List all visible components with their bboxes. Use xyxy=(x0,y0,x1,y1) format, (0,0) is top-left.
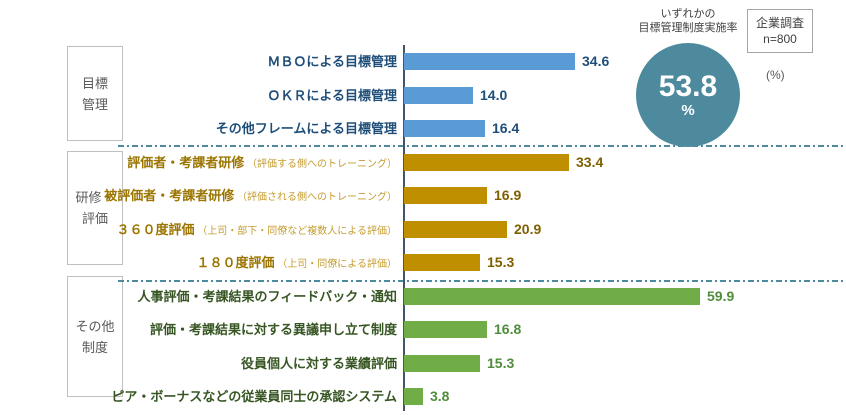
bar-value: 14.0 xyxy=(480,87,508,103)
bar-label-text: その他フレームによる目標管理 xyxy=(215,121,397,136)
bar xyxy=(404,388,423,405)
bar-value: 20.9 xyxy=(514,221,542,237)
bar xyxy=(404,120,485,137)
bar xyxy=(404,187,487,204)
bar-value: 59.9 xyxy=(707,288,735,304)
bar-row: 評価・考課結果に対する異議申し立て制度 16.8 xyxy=(0,321,846,338)
bar-label-text: １８０度評価 xyxy=(196,255,275,270)
bar-label: その他フレームによる目標管理 xyxy=(216,120,397,137)
bar-value: 16.9 xyxy=(494,187,522,203)
group-separator-line xyxy=(118,145,846,147)
bar-value: 16.4 xyxy=(492,120,520,136)
bar xyxy=(404,288,700,305)
category-box-goal-management: 目標 管理 xyxy=(67,46,123,141)
bar-label-text: 被評価者・考課者研修 xyxy=(104,188,235,203)
percent-unit-label: (%) xyxy=(766,68,785,82)
bar-row: ＯＫＲによる目標管理 14.0 xyxy=(0,87,846,104)
bar-label-note: （上司・同僚による評価） xyxy=(274,259,397,270)
bar-label-text: 評価・考課結果に対する異議申し立て制度 xyxy=(149,322,397,337)
bar-row: 役員個人に対する業績評価 15.3 xyxy=(0,355,846,372)
bar-value: 3.8 xyxy=(430,388,450,404)
bar-label: ３６０度評価 （上司・部下・同僚など複数人による評価） xyxy=(117,221,398,238)
bar-value: 15.3 xyxy=(487,355,515,371)
bar-label: 評価・考課結果に対する異議申し立て制度 xyxy=(150,321,397,338)
highlight-title: いずれかの 目標管理制度実施率 xyxy=(638,8,738,34)
bar-label-text: ３６０度評価 xyxy=(116,222,195,237)
bar-row: １８０度評価 （上司・同僚による評価） 15.3 xyxy=(0,254,846,271)
bar-label-text: 役員個人に対する業績評価 xyxy=(240,356,397,371)
bar xyxy=(404,321,487,338)
bar-label-note: （上司・部下・同僚など複数人による評価） xyxy=(194,226,397,237)
bar-row: 被評価者・考課者研修 （評価される側へのトレーニング） 16.9 xyxy=(0,187,846,204)
bar xyxy=(404,87,473,104)
bar-label: 役員個人に対する業績評価 xyxy=(241,355,397,372)
bar xyxy=(404,221,507,238)
bar-label-text: ＯＫＲによる目標管理 xyxy=(267,88,397,103)
category-box-other-systems: その他 制度 xyxy=(67,276,123,397)
highlight-unit: % xyxy=(681,102,695,119)
bar-label: ＯＫＲによる目標管理 xyxy=(267,87,397,104)
bar-row: 人事評価・考課結果のフィードバック・通知 59.9 xyxy=(0,288,846,305)
bar-label: 評価者・考課者研修 （評価する側へのトレーニング） xyxy=(127,154,397,171)
bar-value: 15.3 xyxy=(487,254,515,270)
bar-label-note: （評価される側へのトレーニング） xyxy=(234,192,397,203)
bar xyxy=(404,254,480,271)
bar-row: 評価者・考課者研修 （評価する側へのトレーニング） 33.4 xyxy=(0,154,846,171)
bar-value: 16.8 xyxy=(494,321,522,337)
group-separator-line xyxy=(118,280,846,282)
bar-label-note: （評価する側へのトレーニング） xyxy=(244,159,397,170)
bar xyxy=(404,355,480,372)
highlight-circle: 53.8 % xyxy=(636,43,740,147)
bar-label-text: ＭＢＯによる目標管理 xyxy=(267,54,397,69)
bar-label-text: 人事評価・考課結果のフィードバック・通知 xyxy=(137,289,397,304)
bar-label: ＭＢＯによる目標管理 xyxy=(267,53,397,70)
bar-row: ピア・ボーナスなどの従業員同士の承認システム 3.8 xyxy=(0,388,846,405)
highlight-value: 53.8 xyxy=(658,70,718,103)
bar-label: ピア・ボーナスなどの従業員同士の承認システム xyxy=(111,388,397,405)
bar-label: １８０度評価 （上司・同僚による評価） xyxy=(197,254,398,271)
bar-label: 被評価者・考課者研修 （評価される側へのトレーニング） xyxy=(104,187,397,204)
survey-sample-box: 企業調査 n=800 xyxy=(747,9,813,53)
bar-value: 34.6 xyxy=(582,53,610,69)
bar-row: ３６０度評価 （上司・部下・同僚など複数人による評価） 20.9 xyxy=(0,221,846,238)
category-box-training-evaluation: 研修・ 評価 xyxy=(67,151,123,265)
bar-label: 人事評価・考課結果のフィードバック・通知 xyxy=(138,288,397,305)
bar-value: 33.4 xyxy=(576,154,604,170)
bar-row: その他フレームによる目標管理 16.4 xyxy=(0,120,846,137)
bar xyxy=(404,154,569,171)
bar-row: ＭＢＯによる目標管理 34.6 xyxy=(0,53,846,70)
bar-label-text: ピア・ボーナスなどの従業員同士の承認システム xyxy=(111,389,397,404)
bar xyxy=(404,53,575,70)
bar-label-text: 評価者・考課者研修 xyxy=(127,155,245,170)
